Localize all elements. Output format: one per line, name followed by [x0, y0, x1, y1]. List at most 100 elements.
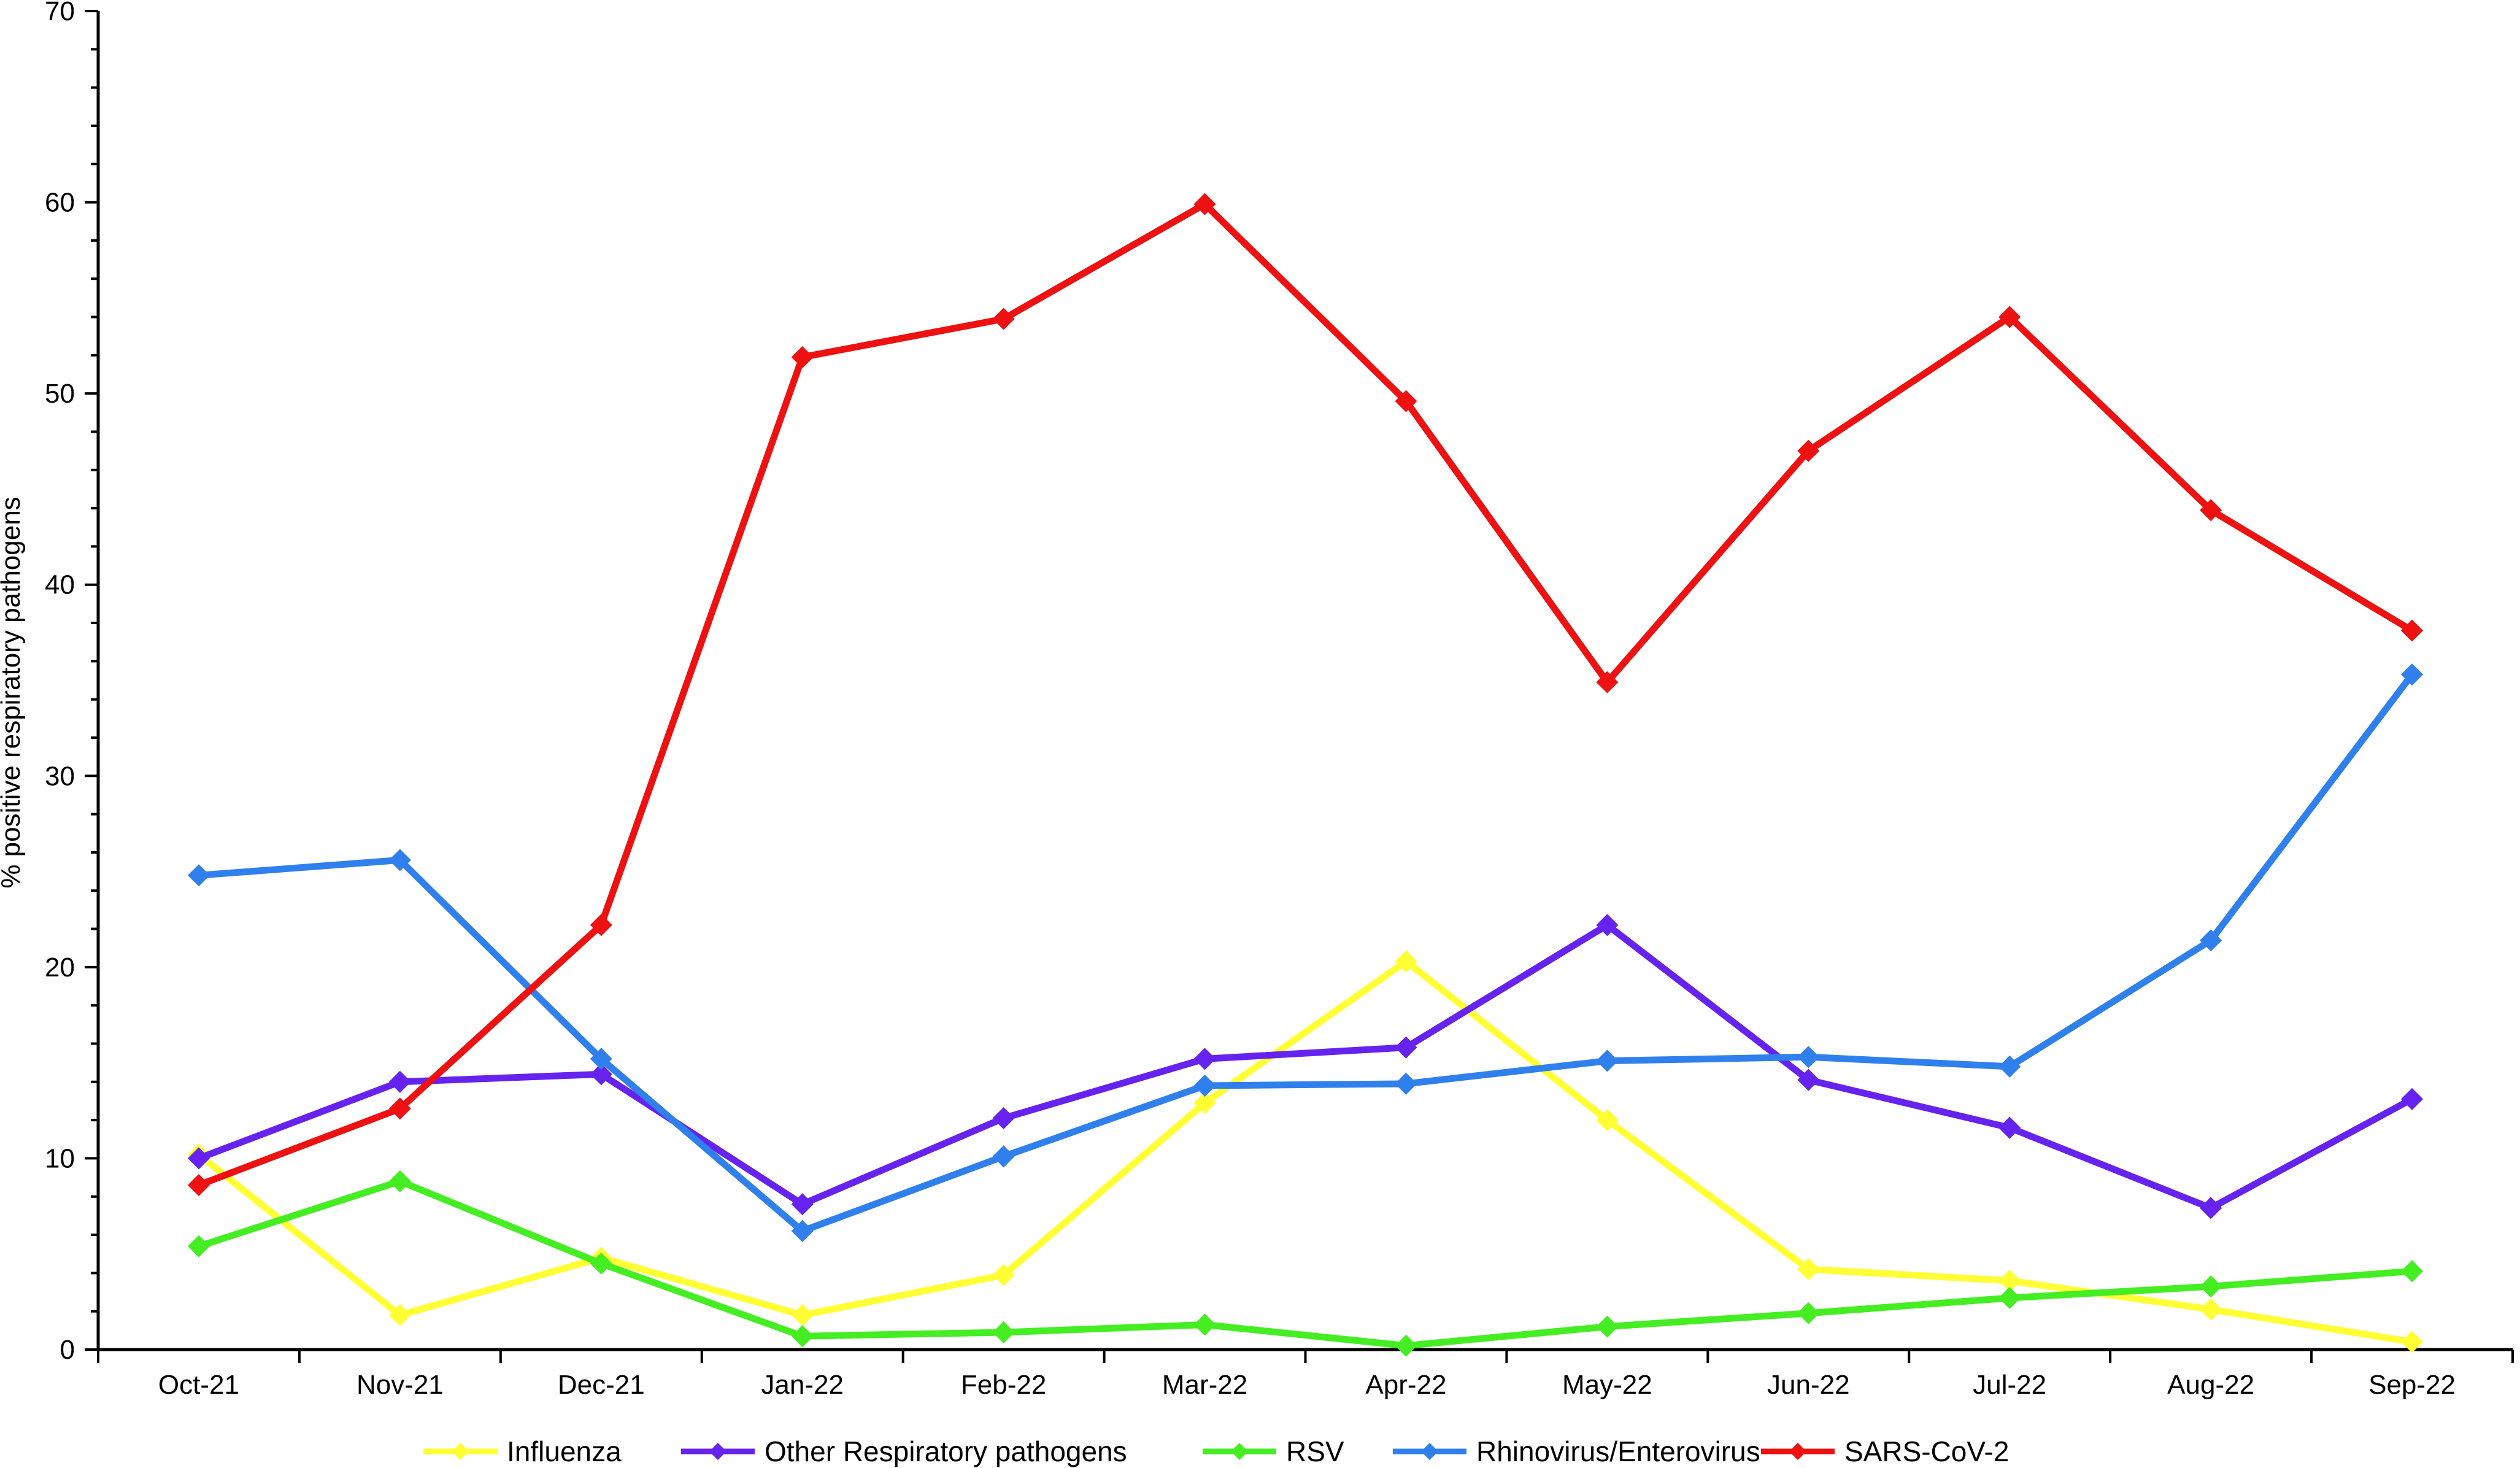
legend-item: Other Respiratory pathogens [681, 1435, 1127, 1467]
data-point [1797, 1046, 1820, 1068]
x-tick-label: Jul-22 [1973, 1370, 2046, 1400]
y-tick-label: 40 [45, 570, 75, 600]
data-point [992, 307, 1015, 330]
data-point [2200, 929, 2222, 952]
y-axis-ticks: 0 10 20 30 40 50 60 70 [45, 0, 98, 1365]
data-point [2401, 619, 2424, 642]
data-point [187, 1235, 210, 1257]
data-point [2401, 1087, 2424, 1110]
x-tick-label: Feb-22 [961, 1370, 1046, 1400]
data-point [1998, 1269, 2021, 1292]
x-tick-label: Dec-21 [558, 1370, 645, 1400]
x-tick-label: Jan-22 [761, 1370, 844, 1400]
x-tick-label: Oct-21 [158, 1370, 239, 1400]
legend-label: Rhinovirus/Enterovirus [1476, 1435, 1760, 1467]
legend-label: Other Respiratory pathogens [765, 1435, 1127, 1467]
data-point [1998, 1116, 2021, 1139]
series-1 [187, 914, 2424, 1219]
data-point [1797, 439, 1820, 462]
legend-swatch-marker [452, 1443, 469, 1460]
data-point [388, 849, 411, 871]
data-point [1395, 1036, 1417, 1059]
x-tick-label: Mar-22 [1162, 1370, 1247, 1400]
x-tick-label: Jun-22 [1767, 1370, 1850, 1400]
series-4 [187, 193, 2424, 1197]
data-point [187, 1147, 210, 1170]
legend-item: Influenza [423, 1435, 622, 1467]
data-point [590, 1252, 612, 1275]
x-tick-label: Sep-22 [2368, 1370, 2456, 1400]
data-point [2401, 663, 2424, 686]
y-tick-label: 0 [60, 1335, 75, 1365]
data-point [1998, 306, 2021, 328]
y-tick-label: 60 [45, 188, 75, 218]
data-point [388, 1097, 411, 1120]
data-point [1395, 390, 1417, 412]
data-point [992, 1107, 1015, 1129]
data-point [992, 1145, 1015, 1168]
legend-swatch-marker [1231, 1443, 1248, 1460]
data-point [1797, 1258, 1820, 1281]
series-3 [187, 663, 2424, 1242]
data-point [1395, 950, 1417, 973]
series-layer [187, 193, 2424, 1357]
data-point [992, 1264, 1015, 1286]
y-axis-title: % positive respiratory pathogens [0, 496, 26, 888]
y-tick-label: 50 [45, 379, 75, 409]
data-point [2401, 1260, 2424, 1283]
data-point [2401, 1331, 2424, 1353]
data-point [388, 1304, 411, 1326]
data-point [187, 1174, 210, 1197]
data-point [992, 1321, 1015, 1343]
data-point [1998, 1055, 2021, 1078]
data-point [2200, 1197, 2222, 1219]
data-point [1193, 1313, 1216, 1336]
data-point [791, 1304, 814, 1326]
legend-label: RSV [1286, 1435, 1344, 1467]
series-line [198, 201, 2414, 1189]
data-point [590, 1063, 612, 1086]
legend-swatch-marker [1789, 1443, 1806, 1460]
y-tick-label: 10 [45, 1143, 75, 1173]
data-point [388, 1170, 411, 1192]
data-point [1998, 1286, 2021, 1309]
legend-item: Rhinovirus/Enterovirus [1393, 1435, 1760, 1467]
y-tick-label: 70 [45, 0, 75, 26]
data-point [2200, 1298, 2222, 1321]
legend-label: Influenza [507, 1435, 622, 1467]
data-point [590, 914, 612, 937]
data-point [1395, 1072, 1417, 1095]
data-point [1596, 671, 1619, 693]
data-point [590, 1048, 612, 1070]
data-point [2200, 499, 2222, 522]
data-point [791, 1193, 814, 1216]
series-line [198, 672, 2415, 1235]
data-point [388, 1070, 411, 1093]
data-point [1596, 914, 1619, 937]
x-tick-label: Aug-22 [2167, 1370, 2254, 1400]
data-point [1596, 1049, 1619, 1072]
data-point [1193, 1092, 1216, 1115]
legend: Influenza Other Respiratory pathogens RSV R… [423, 1435, 2009, 1467]
legend-item: SARS-CoV-2 [1761, 1435, 2009, 1467]
data-point [1193, 1075, 1216, 1097]
y-tick-label: 30 [45, 761, 75, 791]
data-point [791, 346, 814, 368]
series-line [198, 921, 2414, 1211]
data-point [1395, 1334, 1417, 1357]
x-tick-label: Nov-21 [356, 1370, 444, 1400]
data-point [1797, 1068, 1820, 1091]
data-point [187, 864, 210, 887]
data-point [791, 1219, 814, 1242]
data-point [1596, 1315, 1619, 1338]
data-point [791, 1325, 814, 1348]
series-2 [187, 1170, 2424, 1357]
series-line [198, 1178, 2413, 1350]
data-point [1596, 1109, 1619, 1132]
x-axis-ticks: Oct-21 Nov-21 Dec-21 Jan-22 Feb-22 Mar-22 Apr-… [97, 1350, 2514, 1400]
legend-swatch-marker [709, 1443, 726, 1460]
data-point [1193, 193, 1216, 215]
legend-label: SARS-CoV-2 [1844, 1435, 2009, 1467]
legend-item: RSV [1203, 1435, 1344, 1467]
